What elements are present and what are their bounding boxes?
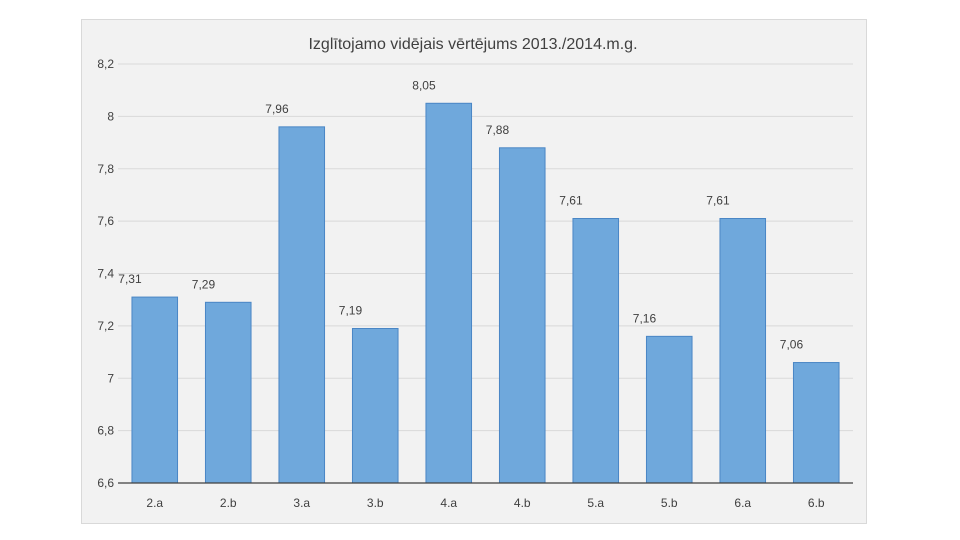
y-tick-label: 8,2 [97,57,114,71]
x-tick-label: 6.b [808,496,825,510]
y-tick-label: 6,8 [97,424,114,438]
data-label: 7,61 [706,194,730,208]
x-tick-label: 5.a [587,496,604,510]
bar-2.b [204,301,252,484]
x-tick-label: 2.a [146,496,163,510]
data-label: 7,31 [118,272,142,286]
data-label: 8,05 [412,78,436,92]
x-tick-label: 3.b [367,496,384,510]
x-tick-label: 5.b [661,496,678,510]
bar-6.a [719,218,767,484]
y-tick-label: 7,8 [97,162,114,176]
bar-4.a [425,102,473,484]
labels: 6,66,877,27,47,67,888,27,312.a7,292.b7,9… [97,57,825,510]
data-label: 7,61 [559,194,583,208]
bar-3.a [278,126,326,484]
bars [131,102,840,484]
bar-5.b [645,335,693,484]
y-tick-label: 7,4 [97,267,114,281]
x-tick-label: 2.b [220,496,237,510]
x-tick-label: 4.b [514,496,531,510]
y-tick-label: 8 [107,109,114,123]
y-tick-label: 6,6 [97,476,114,490]
data-label: 7,88 [486,123,510,137]
y-tick-label: 7,2 [97,319,114,333]
data-label: 7,29 [192,277,216,291]
y-tick-label: 7,6 [97,214,114,228]
bar-4.b [498,147,546,484]
x-tick-label: 4.a [440,496,457,510]
bar-6.b [792,362,840,484]
x-tick-label: 6.a [734,496,751,510]
data-label: 7,19 [339,303,363,317]
data-label: 7,16 [633,311,657,325]
bar-3.b [351,327,399,484]
data-label: 7,96 [265,102,289,116]
y-tick-label: 7 [107,371,114,385]
bar-2.a [131,296,179,484]
data-label: 7,06 [780,338,804,352]
chart-title: Izglītojamo vidējais vērtējums 2013./201… [308,36,637,53]
bar-5.a [572,218,620,484]
x-tick-label: 3.a [293,496,310,510]
